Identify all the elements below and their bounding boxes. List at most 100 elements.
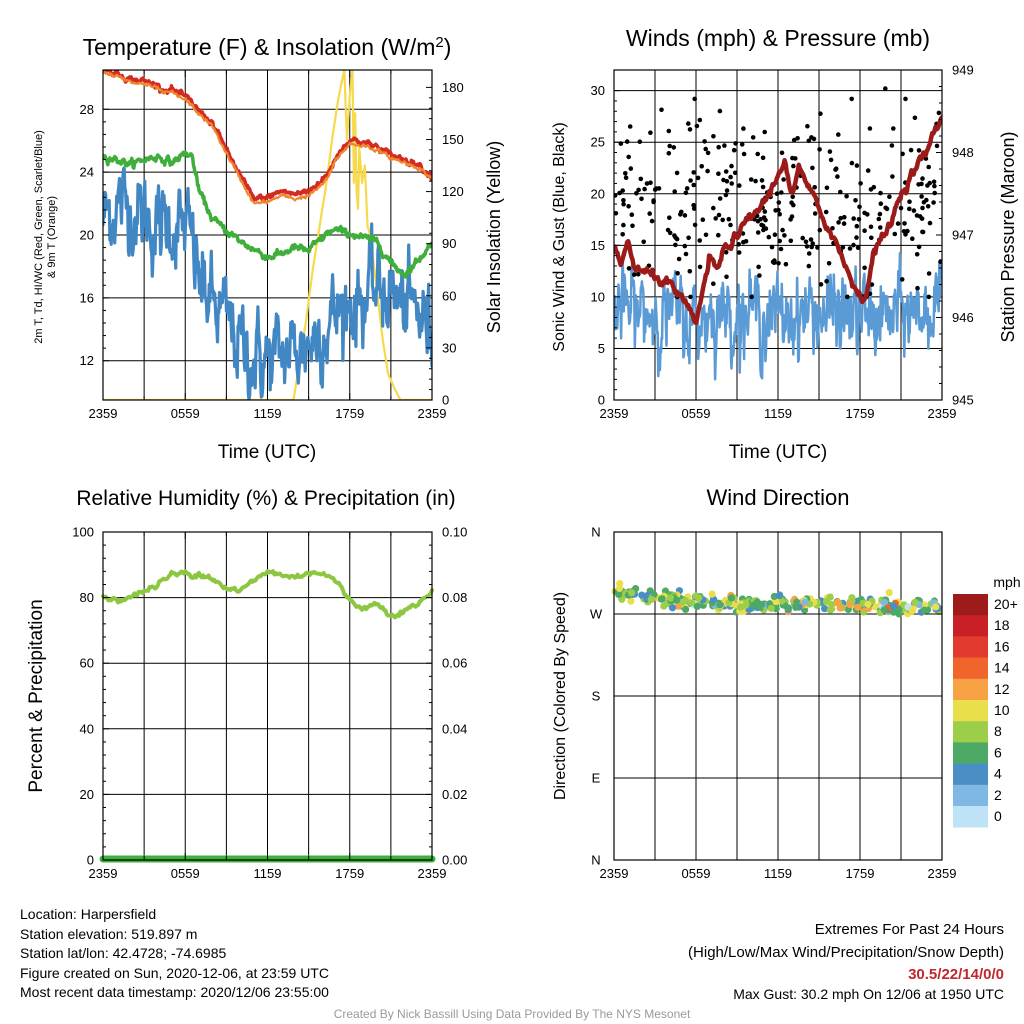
gust-point (755, 218, 761, 224)
gust-point (716, 232, 721, 238)
gust-point (908, 147, 914, 153)
humidity-title: Relative Humidity (%) & Precipitation (i… (76, 487, 455, 510)
gust-point (762, 129, 767, 135)
direction-point (784, 604, 792, 612)
direction-y-tick-label: N (591, 853, 600, 868)
gust-point (776, 261, 781, 266)
gust-point (632, 272, 637, 277)
gust-point (726, 216, 732, 222)
gust-point (755, 230, 761, 235)
gust-point (733, 141, 738, 146)
gust-point (808, 237, 814, 242)
gust-point (675, 271, 680, 276)
temperature-y-tick-label: 24 (80, 165, 94, 180)
gust-point (659, 107, 664, 113)
gust-point (620, 188, 625, 193)
winds-axes: 2359 0559 1159 1759 235905101520253094594694… (591, 63, 974, 422)
gust-point (644, 181, 650, 186)
gust-point (688, 294, 693, 300)
gust-point (666, 128, 672, 134)
gust-point (936, 110, 942, 116)
gust-point (809, 244, 814, 250)
colorbar-label: 2 (994, 787, 1002, 803)
gust-point (750, 135, 756, 140)
extremes-info: Extremes For Past 24 Hours (High/Low/Max… (688, 918, 1004, 1005)
direction-point (647, 595, 655, 604)
gust-point (919, 194, 924, 199)
gust-point (810, 241, 815, 246)
gust-point (776, 207, 781, 213)
humidity-y-tick-label: 100 (72, 525, 94, 540)
gust-point (782, 233, 787, 238)
gust-point (621, 198, 626, 203)
gust-point (790, 194, 795, 200)
gust-point (817, 227, 823, 233)
gust-point (920, 229, 926, 235)
gust-point (851, 216, 856, 221)
gust-point (648, 180, 653, 185)
colorbar-swatch (953, 594, 988, 616)
gust-point (823, 209, 829, 215)
gust-point (636, 272, 641, 277)
gust-point (682, 243, 688, 249)
direction-point (821, 605, 829, 613)
colorbar-label: 14 (994, 660, 1010, 676)
gust-point (695, 175, 701, 181)
gust-point (916, 244, 922, 250)
colorbar-swatch (953, 721, 988, 743)
temperature-y2-tick-label: 60 (442, 288, 456, 303)
gust-point (795, 136, 800, 141)
direction-y-tick-label: S (592, 689, 601, 704)
direction-point (833, 598, 842, 607)
direction-point (880, 606, 888, 614)
temperature-y-tick-label: 28 (80, 102, 94, 117)
gust-point (629, 212, 635, 217)
humidity-y2-tick-label: 0.10 (442, 525, 467, 540)
gust-point (723, 169, 729, 174)
gust-point (671, 145, 677, 150)
temperature-x-tick-label: 1159 (254, 406, 282, 421)
gust-point (858, 181, 863, 186)
direction-point (909, 605, 917, 613)
gust-point (736, 242, 741, 247)
gust-point (634, 191, 639, 196)
gust-point (614, 193, 618, 198)
gust-point (728, 174, 733, 180)
gust-point (683, 251, 689, 257)
gust-point (741, 126, 746, 131)
gust-point (732, 170, 738, 176)
temperature-series-td (103, 150, 432, 279)
direction-point (708, 590, 716, 598)
colorbar-label: 0 (994, 808, 1002, 824)
gust-point (895, 221, 901, 226)
temperature-y2-tick-label: 180 (442, 80, 464, 95)
gust-point (666, 151, 672, 156)
gust-point (729, 163, 734, 169)
gust-point (642, 186, 647, 192)
gust-point (716, 212, 722, 218)
gust-point (844, 194, 849, 199)
gust-point (841, 221, 847, 226)
gust-point (761, 227, 766, 233)
gust-point (867, 126, 873, 131)
gust-point (723, 192, 729, 198)
winds-y-tick-label: 20 (591, 186, 605, 201)
gust-point (691, 182, 696, 188)
gust-point (916, 148, 922, 153)
direction-point (695, 594, 703, 602)
gust-point (911, 208, 917, 213)
gust-point (862, 210, 867, 216)
gust-point (762, 209, 768, 214)
gust-point (637, 139, 643, 144)
gust-point (836, 220, 841, 225)
gust-point (800, 235, 805, 241)
gust-point (791, 137, 797, 143)
winds-y2-tick-label: 948 (952, 145, 974, 160)
gust-point (884, 206, 890, 212)
gust-point (678, 212, 683, 217)
gust-point (724, 179, 730, 184)
gust-point (878, 225, 883, 230)
temperature-right-axis-label: Solar Insolation (Yellow) (484, 141, 504, 333)
direction-point (836, 604, 844, 612)
